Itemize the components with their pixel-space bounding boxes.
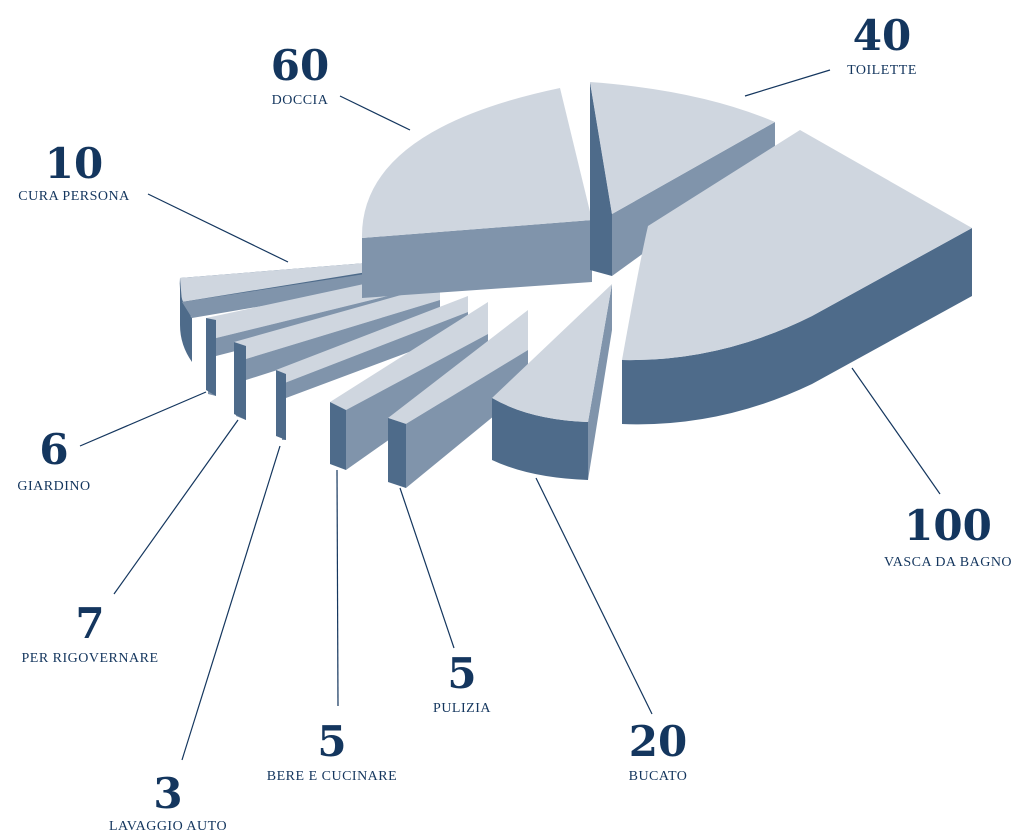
leader-lavaggio-auto (181, 445, 281, 761)
value-pulizia: 5 (447, 649, 476, 698)
leader-giardino (79, 391, 207, 447)
label-bere-e-cucinare: BERE E CUCINARE (267, 769, 397, 784)
value-vasca-da-bagno: 100 (904, 501, 992, 550)
leader-bere-e-cucinare (336, 469, 339, 707)
label-lavaggio-auto: LAVAGGIO AUTO (109, 819, 227, 834)
label-pulizia: PULIZIA (433, 701, 491, 716)
slice-doccia (361, 88, 592, 298)
label-giardino: GIARDINO (17, 479, 90, 494)
value-bucato: 20 (629, 717, 687, 766)
slice-bucato (492, 284, 612, 480)
label-toilette: TOILETTE (847, 63, 917, 78)
leader-toilette (744, 69, 831, 97)
slice-cura-persona (179, 260, 404, 362)
value-cura-persona: 10 (45, 139, 103, 188)
label-bucato: BUCATO (629, 769, 688, 784)
value-lavaggio-auto: 3 (153, 769, 182, 818)
label-per-rigovernare: PER RIGOVERNARE (21, 651, 158, 666)
leader-bucato (535, 477, 653, 715)
leader-pulizia (399, 487, 455, 649)
slice-lavaggio-auto (276, 296, 468, 440)
leader-per-rigovernare (113, 419, 239, 595)
value-bere-e-cucinare: 5 (317, 717, 346, 766)
leader-doccia (339, 95, 411, 131)
label-cura-persona: CURA PERSONA (18, 189, 130, 204)
label-doccia: DOCCIA (272, 93, 329, 108)
slice-vasca-da-bagno (622, 130, 972, 425)
label-vasca-da-bagno: VASCA DA BAGNO (884, 555, 1012, 570)
leader-cura-persona (147, 193, 289, 263)
value-giardino: 6 (39, 425, 68, 474)
value-toilette: 40 (853, 11, 911, 60)
leader-vasca-da-bagno (851, 367, 941, 495)
value-per-rigovernare: 7 (75, 599, 104, 648)
value-doccia: 60 (271, 41, 329, 90)
slice-pulizia (388, 310, 528, 488)
